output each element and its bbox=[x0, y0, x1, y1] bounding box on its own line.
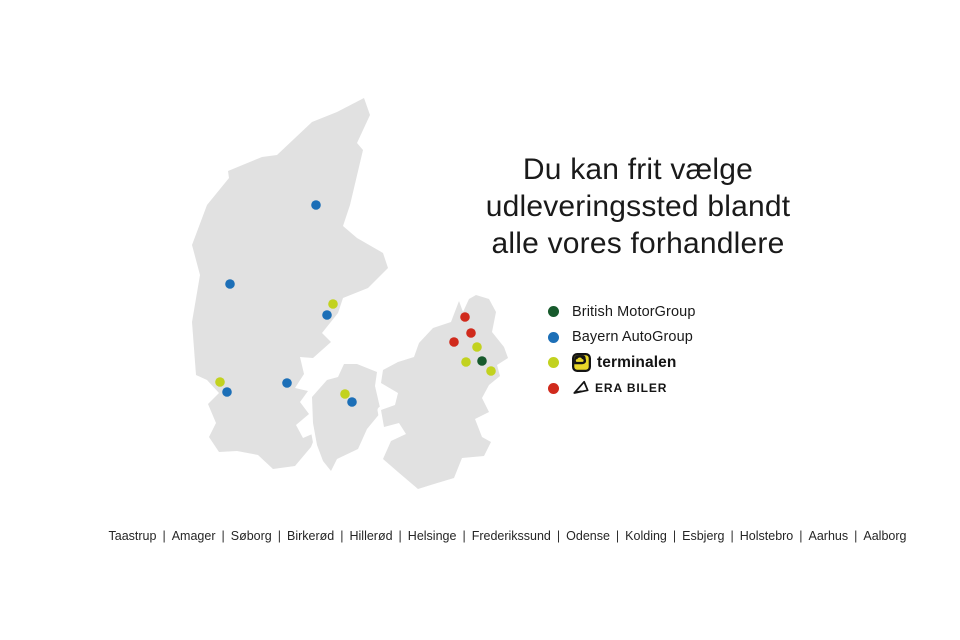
legend-item-terminalen: terminalen bbox=[548, 350, 695, 376]
city-name: Birkerød bbox=[287, 529, 335, 543]
terminalen-dot-icon bbox=[548, 357, 559, 369]
dealer-location-dot-terminalen bbox=[215, 377, 225, 387]
dealer-location-dot-bayern bbox=[347, 397, 357, 407]
dealer-location-dot-bayern bbox=[225, 279, 235, 289]
city-separator: | bbox=[398, 529, 402, 543]
dealer-location-dot-era bbox=[466, 328, 476, 338]
dealer-location-dot-british bbox=[477, 356, 487, 366]
city-separator: | bbox=[162, 529, 166, 543]
legend-label-terminalen: terminalen bbox=[597, 353, 677, 371]
city-separator: | bbox=[615, 529, 620, 543]
city-name: Esbjerg bbox=[682, 529, 725, 543]
city-separator: | bbox=[799, 529, 803, 543]
bayern-autogroup-dot-icon bbox=[548, 331, 559, 343]
dealer-location-dot-terminalen bbox=[461, 357, 471, 367]
era-biler-dot-icon bbox=[548, 382, 559, 394]
city-name: Hillerød bbox=[349, 529, 393, 543]
page-title: Du kan frit vælge udleveringssted blandt… bbox=[448, 151, 828, 262]
city-name: Odense bbox=[566, 529, 610, 543]
dealer-location-dot-terminalen bbox=[486, 366, 496, 376]
zealand-landmass bbox=[377, 291, 512, 493]
legend-item-bayern-autogroup: Bayern AutoGroup bbox=[548, 325, 695, 351]
dealer-location-dot-era bbox=[449, 337, 459, 347]
dealer-location-dot-terminalen bbox=[328, 299, 338, 309]
terminalen-logo-icon bbox=[572, 353, 591, 373]
legend-label-era-biler: ERA BILER bbox=[595, 381, 668, 396]
legend-label-british-motorgroup: British MotorGroup bbox=[572, 303, 696, 320]
legend-item-british-motorgroup: British MotorGroup bbox=[548, 299, 695, 325]
city-separator: | bbox=[462, 529, 466, 543]
legend-item-era-biler: ERA BILER bbox=[548, 376, 695, 402]
city-name: Kolding bbox=[625, 529, 667, 543]
dealer-location-dot-bayern bbox=[322, 310, 332, 320]
legend-label-bayern-autogroup: Bayern AutoGroup bbox=[572, 329, 693, 346]
city-name: Frederikssund bbox=[471, 529, 551, 543]
city-separator: | bbox=[340, 529, 344, 543]
era-biler-logo-icon bbox=[573, 381, 589, 395]
city-name: Taastrup bbox=[108, 529, 157, 543]
pickup-cities-list: Taastrup | Amager | Søborg | Birkerød | Hillerød… bbox=[0, 529, 960, 543]
city-name: Søborg bbox=[230, 529, 272, 543]
city-separator: | bbox=[730, 529, 734, 543]
headline-line-1: Du kan frit vælge bbox=[522, 153, 754, 186]
dealer-dots-layer bbox=[215, 200, 496, 407]
city-name: Holstebro bbox=[739, 529, 794, 543]
dealer-location-dot-bayern bbox=[222, 387, 232, 397]
city-name: Amager bbox=[171, 529, 216, 543]
city-separator: | bbox=[221, 529, 225, 543]
city-separator: | bbox=[854, 529, 858, 543]
dealer-location-dot-bayern bbox=[282, 378, 292, 388]
city-separator: | bbox=[277, 529, 281, 543]
dealer-location-dot-terminalen bbox=[472, 342, 482, 352]
city-separator: | bbox=[556, 529, 561, 543]
dealer-location-dot-bayern bbox=[311, 200, 321, 210]
city-name: Helsinge bbox=[407, 529, 457, 543]
city-name: Aarhus bbox=[808, 529, 849, 543]
dealer-location-dot-terminalen bbox=[340, 389, 350, 399]
headline-line-2: udleveringssted blandt bbox=[485, 190, 791, 223]
city-name: Aalborg bbox=[863, 529, 907, 543]
funen-landmass bbox=[308, 360, 385, 475]
headline-line-3: alle vores forhandlere bbox=[491, 227, 785, 260]
british-motorgroup-dot-icon bbox=[548, 306, 559, 318]
legend: British MotorGroup Bayern AutoGroup term… bbox=[548, 299, 695, 401]
city-separator: | bbox=[672, 529, 677, 543]
dealer-location-dot-era bbox=[460, 312, 470, 322]
